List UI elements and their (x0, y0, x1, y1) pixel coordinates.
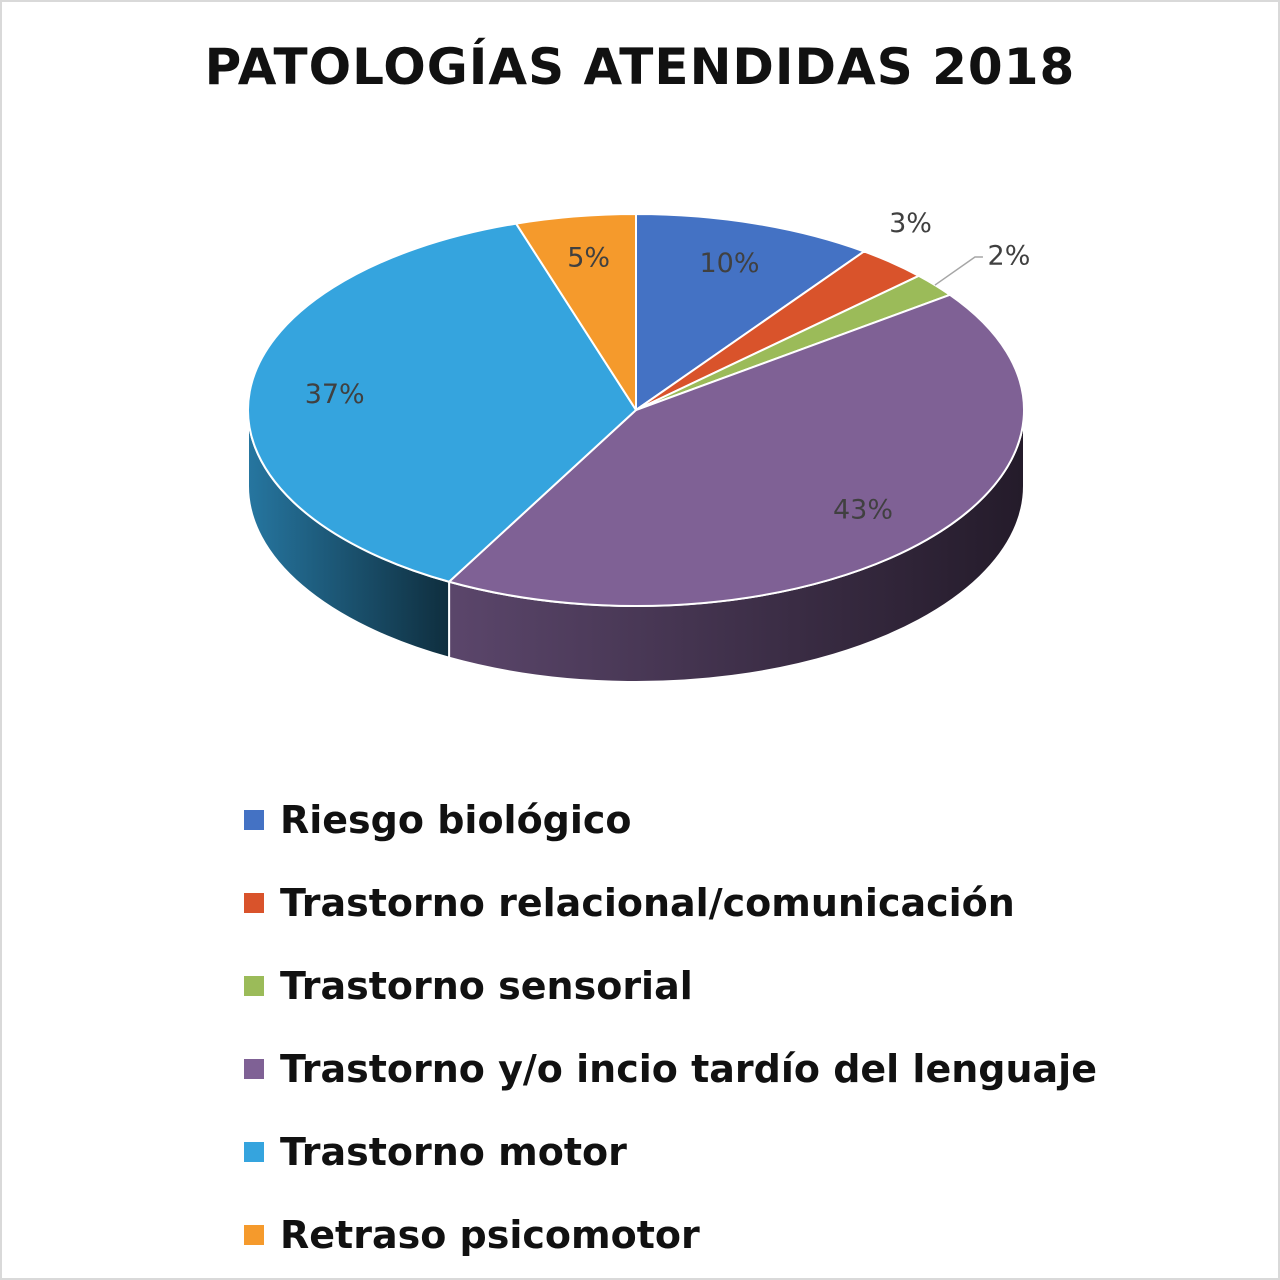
legend-item-trastorno-relacional-comunicacion[interactable]: Trastorno relacional/comunicación (244, 861, 1097, 944)
legend-swatch (244, 892, 264, 913)
legend: Riesgo biológico Trastorno relacional/com… (244, 778, 1097, 1276)
legend-label: Trastorno y/o incio tardío del lenguaje (280, 1046, 1097, 1091)
pie-slice-trastorno-motor[interactable] (247, 222, 637, 583)
chart-title: PATOLOGÍAS ATENDIDAS 2018 (204, 38, 1076, 96)
data-label-retraso-psicomotor: 5% (567, 243, 610, 274)
legend-label: Riesgo biológico (280, 797, 632, 842)
legend-swatch (244, 1224, 264, 1245)
data-label-trastorno-sensorial: 2% (988, 241, 1031, 272)
pie-slice-retraso-psicomotor[interactable] (515, 213, 637, 411)
legend-item-trastorno-y-o-incio-tardio-del-lenguaje[interactable]: Trastorno y/o incio tardío del lenguaje (244, 1027, 1097, 1110)
pie-slice-trastorno-y-o-incio-tardio-del-lenguaje[interactable] (448, 293, 1026, 608)
legend-label: Trastorno relacional/comunicación (280, 880, 1015, 925)
legend-item-trastorno-motor[interactable]: Trastorno motor (244, 1110, 1097, 1193)
legend-label: Retraso psicomotor (280, 1212, 700, 1257)
data-label-trastorno-motor: 37% (305, 379, 365, 410)
data-label-trastorno-y-o-incio-tardio-del-lenguaje: 43% (833, 495, 893, 526)
leader-line-trastorno-sensorial (934, 256, 983, 286)
legend-swatch (244, 809, 264, 830)
legend-label: Trastorno motor (280, 1129, 627, 1174)
legend-swatch (244, 1058, 264, 1079)
legend-label: Trastorno sensorial (280, 963, 693, 1008)
data-label-trastorno-relacional-comunicacion: 3% (889, 208, 932, 239)
legend-item-riesgo-biologico[interactable]: Riesgo biológico (244, 778, 1097, 861)
legend-item-trastorno-sensorial[interactable]: Trastorno sensorial (244, 944, 1097, 1027)
legend-item-retraso-psicomotor[interactable]: Retraso psicomotor (244, 1193, 1097, 1276)
data-label-riesgo-biologico: 10% (700, 248, 760, 279)
legend-swatch (244, 975, 264, 996)
legend-swatch (244, 1141, 264, 1162)
pie-chart: 10% 3% 2% 43% 37% 5% (247, 208, 1031, 684)
pie-slice-riesgo-biologico[interactable] (635, 213, 866, 411)
